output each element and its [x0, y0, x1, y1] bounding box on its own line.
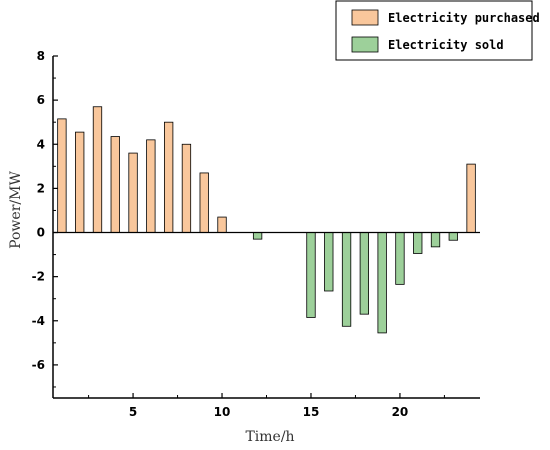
y-axis-title: Power/MW [8, 171, 24, 249]
legend-label-sold: Electricity sold [388, 38, 504, 52]
purchased-bar-2 [75, 131, 85, 233]
purchased-bar-3 [92, 106, 103, 233]
sold-bar-18 [359, 232, 370, 315]
bars-layer [57, 106, 476, 334]
legend-label-purchased: Electricity purchased [388, 11, 540, 25]
purchased-bar-8 [181, 143, 192, 233]
x-tick-label: 15 [303, 405, 320, 419]
sold-bar-17 [341, 232, 352, 327]
legend-swatch-sold [351, 36, 379, 53]
y-tick-label: 6 [37, 93, 45, 107]
legend: Electricity purchased Electricity sold [335, 0, 540, 61]
purchased-bar-6 [146, 139, 156, 233]
purchased-bar-10 [217, 216, 227, 233]
purchased-bar-9 [199, 172, 209, 233]
legend-swatch-purchased [351, 9, 379, 26]
x-tick-label: 5 [129, 405, 137, 419]
y-tick-label: 4 [37, 137, 45, 151]
y-tick-label: 0 [37, 226, 45, 240]
x-axis-title: Time/h [245, 429, 294, 445]
sold-bar-21 [413, 232, 423, 254]
purchased-bar-4 [110, 136, 120, 233]
y-tick-label: -2 [32, 270, 45, 284]
purchased-bar-1 [57, 118, 67, 233]
purchased-bar-5 [128, 152, 138, 233]
purchased-bar-24 [466, 163, 476, 233]
purchased-bar-7 [163, 121, 174, 233]
sold-bar-16 [324, 232, 334, 292]
y-tick-label: 8 [37, 49, 45, 63]
y-tick-label: -6 [32, 358, 45, 372]
sold-bar-15 [306, 232, 316, 318]
x-tick-label: 10 [214, 405, 231, 419]
y-tick-label: 2 [37, 181, 45, 195]
sold-bar-23 [448, 232, 458, 241]
sold-bar-20 [395, 232, 405, 285]
sold-bar-12 [252, 232, 263, 240]
sold-bar-19 [377, 232, 387, 334]
x-tick-label: 20 [392, 405, 409, 419]
y-tick-label: -4 [32, 314, 45, 328]
sold-bar-22 [430, 232, 441, 248]
